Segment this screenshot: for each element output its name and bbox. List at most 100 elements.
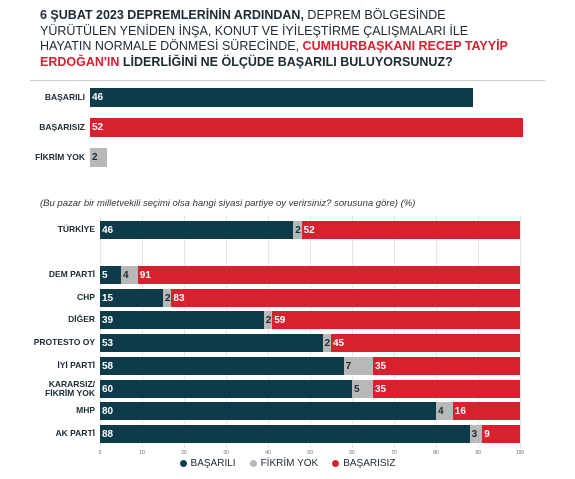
value-label: 59	[274, 314, 286, 326]
category-label: KARARSIZ/ FİKRİM YOK	[45, 378, 95, 398]
value-label: 45	[333, 337, 345, 349]
value-label: 52	[92, 122, 104, 133]
x-tick-label: 100	[515, 450, 525, 456]
legend-label: BAŞARISIZ	[343, 458, 396, 469]
bar-segment: 9	[482, 425, 520, 443]
bar-segment: 3	[469, 425, 483, 443]
legend-item: FİKRİM YOK	[249, 458, 319, 469]
bar-segment: 5	[352, 380, 373, 398]
bar: 46	[90, 88, 474, 107]
title: 6 ŞUBAT 2023 DEPREMLERİNİN ARDINDAN, DEP…	[40, 8, 510, 70]
value-label: 80	[102, 405, 114, 417]
bar-segment: 2	[322, 334, 331, 352]
category-label: CHP	[77, 292, 95, 303]
bar-segment: 35	[373, 357, 520, 375]
legend-item: BAŞARILI	[179, 458, 236, 469]
value-label: 3	[471, 428, 478, 440]
category-label: BAŞARILI	[44, 91, 85, 102]
value-label: 2	[92, 152, 98, 163]
value-label: 2	[295, 224, 301, 236]
category-label: FİKRİM YOK	[35, 151, 85, 162]
bar-segment: 60	[100, 380, 352, 398]
value-label: 9	[484, 428, 490, 440]
value-label: 5	[354, 383, 360, 395]
title-part: DEPREM BÖLGESİNDE YÜRÜTÜLEN YENİDEN İNŞA…	[40, 8, 469, 53]
x-tick-label: 40	[265, 450, 271, 456]
legend-label: FİKRİM YOK	[260, 458, 319, 469]
bar-segment: 83	[171, 289, 520, 307]
grid-line	[142, 216, 143, 448]
x-tick-label: 50	[307, 450, 313, 456]
category-label: MHP	[76, 405, 95, 416]
title-part: CUMHURBAŞKANI RECEP TAYYİP ERDOĞAN'IN	[40, 39, 508, 69]
category-label: DİĞER	[68, 314, 95, 325]
value-label: 60	[102, 383, 114, 395]
value-label: 4	[123, 269, 129, 281]
title-part: LİDERLİĞİNİ NE ÖLÇÜDE BAŞARILI BULUYORSU…	[122, 54, 453, 69]
bar-segment: 91	[137, 266, 520, 284]
value-label: 52	[303, 224, 315, 236]
grid-line	[226, 216, 227, 448]
x-tick-label: 20	[181, 450, 187, 456]
x-tick-label: 0	[98, 450, 102, 456]
legend-label: BAŞARILI	[190, 458, 236, 469]
value-label: 53	[102, 337, 114, 349]
value-label: 35	[375, 383, 387, 395]
value-label: 5	[102, 269, 108, 281]
value-label: 35	[375, 360, 387, 372]
grid-line	[100, 216, 101, 448]
bar-segment: 80	[100, 402, 436, 420]
grid-line	[520, 216, 521, 448]
legend-item: BAŞARISIZ	[332, 458, 395, 469]
bar-segment: 16	[452, 402, 520, 420]
grid-line	[310, 216, 311, 448]
bar-segment: 46	[100, 221, 294, 239]
value-label: 39	[102, 314, 114, 326]
bar-segment: 5	[100, 266, 121, 284]
value-label: 2	[165, 292, 171, 304]
divider	[30, 80, 545, 81]
grid-line	[478, 216, 479, 448]
value-label: 88	[102, 428, 114, 440]
grid-line	[352, 216, 353, 448]
bar-segment: 58	[100, 357, 344, 375]
bar-segment: 2	[293, 221, 302, 239]
legend: BAŞARILI FİKRİM YOK BAŞARISIZ	[0, 458, 575, 469]
legend-swatch	[249, 460, 257, 467]
category-label: TÜRKİYE	[57, 224, 95, 235]
subtitle: (Bu pazar bir milletvekili seçimi olsa h…	[40, 198, 416, 209]
bar: 52	[90, 118, 523, 137]
value-label: 2	[265, 314, 272, 326]
value-label: 16	[454, 405, 466, 417]
value-label: 83	[173, 292, 185, 304]
category-label: BAŞARISIZ	[39, 121, 85, 132]
bar-segment: 7	[343, 357, 373, 375]
x-tick-label: 30	[223, 450, 229, 456]
value-label: 91	[139, 269, 151, 281]
grid-line	[436, 216, 437, 448]
legend-swatch	[179, 460, 187, 467]
grid-line	[394, 216, 395, 448]
x-tick-label: 80	[433, 450, 439, 456]
value-label: 2	[324, 337, 331, 349]
bar-segment: 15	[100, 289, 163, 307]
bar-segment: 2	[163, 289, 172, 307]
bar-segment: 53	[100, 334, 323, 352]
x-tick-label: 10	[139, 450, 145, 456]
value-label: 46	[92, 92, 104, 103]
value-label: 58	[102, 360, 114, 372]
x-tick-label: 60	[349, 450, 355, 456]
bar-segment: 45	[331, 334, 520, 352]
bar-segment: 4	[121, 266, 138, 284]
bar-segment: 39	[100, 311, 264, 329]
title-part: 6 ŞUBAT 2023 DEPREMLERİNİN ARDINDAN,	[40, 8, 304, 22]
bar-segment: 52	[301, 221, 520, 239]
bar-segment: 4	[436, 402, 453, 420]
value-label: 7	[345, 360, 352, 372]
value-label: 46	[102, 224, 114, 236]
x-tick-label: 90	[475, 450, 481, 456]
value-label: 15	[102, 292, 114, 304]
value-label: 4	[438, 405, 444, 417]
x-tick-label: 70	[391, 450, 397, 456]
bar-segment: 2	[263, 311, 273, 329]
